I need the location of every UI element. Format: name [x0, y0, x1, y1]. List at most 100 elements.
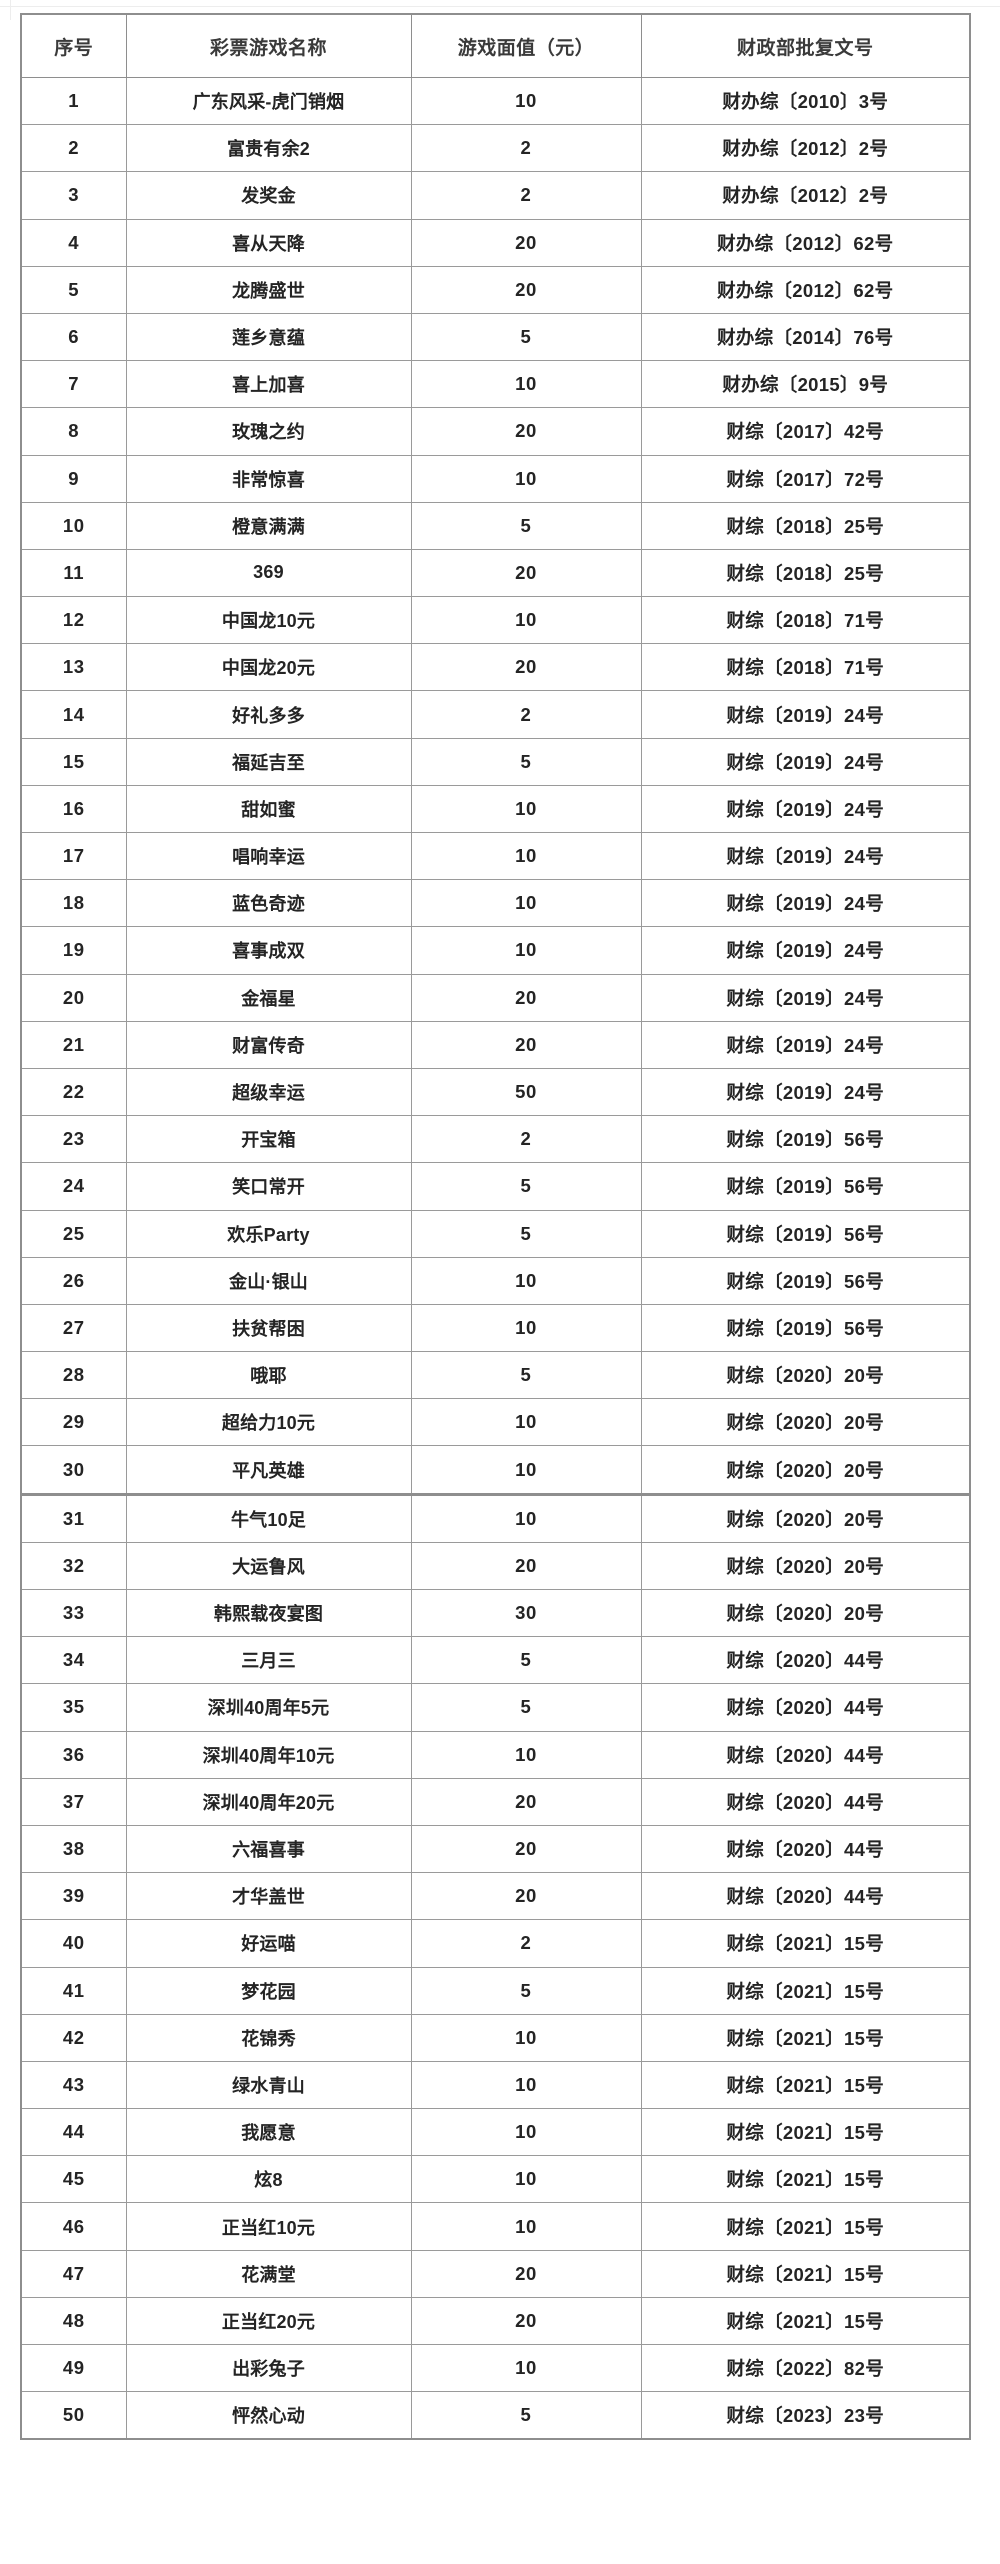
cell-doc-no: 财综〔2020〕44号 — [640, 1730, 971, 1779]
cell-index: 20 — [20, 973, 127, 1022]
cell-game-name: 哦耶 — [125, 1351, 412, 1400]
table-row: 43 绿水青山 10 财综〔2021〕15号 — [20, 2060, 971, 2110]
cell-face-value: 2 — [410, 1115, 642, 1164]
cell-index: 41 — [20, 1966, 127, 2015]
cell-index: 27 — [20, 1303, 127, 1353]
table-row: 49 出彩兔子 10 财综〔2022〕82号 — [20, 2343, 971, 2393]
cell-game-name: 超给力10元 — [125, 1398, 412, 1447]
cell-index: 19 — [20, 926, 127, 975]
cell-face-value: 20 — [410, 1020, 642, 1069]
cell-face-value: 10 — [410, 2155, 642, 2204]
lottery-game-table: 序号 彩票游戏名称 游戏面值（元） 财政部批复文号 1 广东风采-虎门销烟 10 财办… — [20, 13, 971, 2441]
table-row: 19 喜事成双 10 财综〔2019〕24号 — [20, 926, 971, 975]
cell-doc-no: 财综〔2019〕56号 — [640, 1162, 971, 1211]
cell-index: 29 — [20, 1398, 127, 1447]
cell-game-name: 六福喜事 — [125, 1824, 412, 1874]
table-row: 30 平凡英雄 10 财综〔2020〕20号 — [20, 1445, 971, 1495]
column-header-doc-no: 财政部批复文号 — [640, 13, 971, 78]
cell-doc-no: 财综〔2019〕24号 — [640, 1020, 971, 1069]
table-row: 36 深圳40周年10元 10 财综〔2020〕44号 — [20, 1730, 971, 1779]
cell-game-name: 非常惊喜 — [125, 454, 412, 503]
cell-face-value: 10 — [410, 2013, 642, 2062]
cell-face-value: 5 — [410, 1162, 642, 1211]
table-row: 15 福延吉至 5 财综〔2019〕24号 — [20, 737, 971, 786]
table-row: 17 唱响幸运 10 财综〔2019〕24号 — [20, 831, 971, 881]
table-row: 45 炫8 10 财综〔2021〕15号 — [20, 2155, 971, 2204]
cell-index: 48 — [20, 2296, 127, 2346]
table-row: 12 中国龙10元 10 财综〔2018〕71号 — [20, 596, 971, 645]
cell-doc-no: 财综〔2019〕24号 — [640, 690, 971, 739]
cell-face-value: 20 — [410, 1777, 642, 1826]
column-header-index: 序号 — [20, 13, 127, 78]
cell-index: 25 — [20, 1209, 127, 1258]
cell-game-name: 才华盖世 — [125, 1872, 412, 1921]
cell-doc-no: 财综〔2020〕44号 — [640, 1872, 971, 1921]
table-row: 44 我愿意 10 财综〔2021〕15号 — [20, 2108, 971, 2157]
cell-doc-no: 财综〔2019〕24号 — [640, 879, 971, 928]
cell-index: 5 — [20, 265, 127, 314]
cell-doc-no: 财综〔2020〕44号 — [640, 1683, 971, 1732]
cell-game-name: 喜上加喜 — [125, 360, 412, 409]
cell-doc-no: 财综〔2019〕56号 — [640, 1303, 971, 1353]
cell-doc-no: 财综〔2020〕20号 — [640, 1445, 971, 1495]
cell-face-value: 20 — [410, 265, 642, 314]
cell-doc-no: 财综〔2022〕82号 — [640, 2343, 971, 2393]
cell-game-name: 蓝色奇迹 — [125, 879, 412, 928]
cell-game-name: 正当红20元 — [125, 2296, 412, 2346]
cell-index: 6 — [20, 312, 127, 362]
cell-game-name: 龙腾盛世 — [125, 265, 412, 314]
cell-index: 10 — [20, 501, 127, 550]
cell-index: 38 — [20, 1824, 127, 1874]
cell-face-value: 10 — [410, 1303, 642, 1353]
cell-doc-no: 财综〔2021〕15号 — [640, 2202, 971, 2251]
table-row: 33 韩熙载夜宴图 30 财综〔2020〕20号 — [20, 1588, 971, 1638]
cell-doc-no: 财综〔2017〕72号 — [640, 454, 971, 503]
cell-face-value: 10 — [410, 360, 642, 409]
cell-face-value: 10 — [410, 784, 642, 834]
cell-index: 26 — [20, 1256, 127, 1305]
table-row: 20 金福星 20 财综〔2019〕24号 — [20, 973, 971, 1022]
cell-doc-no: 财综〔2019〕24号 — [640, 784, 971, 834]
cell-face-value: 20 — [410, 973, 642, 1022]
cell-doc-no: 财综〔2018〕71号 — [640, 643, 971, 692]
cell-face-value: 10 — [410, 1445, 642, 1495]
cell-game-name: 花满堂 — [125, 2249, 412, 2298]
cell-game-name: 绿水青山 — [125, 2060, 412, 2110]
cell-face-value: 20 — [410, 1824, 642, 1874]
cell-index: 3 — [20, 171, 127, 220]
cell-game-name: 平凡英雄 — [125, 1445, 412, 1495]
cell-doc-no: 财综〔2019〕56号 — [640, 1209, 971, 1258]
cell-doc-no: 财综〔2018〕25号 — [640, 548, 971, 598]
cell-face-value: 10 — [410, 76, 642, 126]
cell-game-name: 玫瑰之约 — [125, 407, 412, 456]
cell-face-value: 10 — [410, 454, 642, 503]
cell-index: 32 — [20, 1541, 127, 1591]
cell-index: 44 — [20, 2108, 127, 2157]
cell-face-value: 10 — [410, 2060, 642, 2110]
cell-game-name: 富贵有余2 — [125, 124, 412, 173]
table-row: 13 中国龙20元 20 财综〔2018〕71号 — [20, 643, 971, 692]
cell-index: 39 — [20, 1872, 127, 1921]
table-row: 28 哦耶 5 财综〔2020〕20号 — [20, 1351, 971, 1400]
cell-index: 4 — [20, 218, 127, 267]
cell-doc-no: 财办综〔2015〕9号 — [640, 360, 971, 409]
cell-game-name: 三月三 — [125, 1636, 412, 1685]
cell-game-name: 花锦秀 — [125, 2013, 412, 2062]
cell-doc-no: 财综〔2020〕44号 — [640, 1777, 971, 1826]
cell-game-name: 深圳40周年5元 — [125, 1683, 412, 1732]
cell-game-name: 大运鲁风 — [125, 1541, 412, 1591]
table-row: 21 财富传奇 20 财综〔2019〕24号 — [20, 1020, 971, 1069]
cell-doc-no: 财综〔2021〕15号 — [640, 2060, 971, 2110]
cell-doc-no: 财综〔2020〕44号 — [640, 1636, 971, 1685]
cell-doc-no: 财综〔2017〕42号 — [640, 407, 971, 456]
cell-game-name: 发奖金 — [125, 171, 412, 220]
cell-doc-no: 财综〔2019〕24号 — [640, 831, 971, 881]
table-row: 35 深圳40周年5元 5 财综〔2020〕44号 — [20, 1683, 971, 1732]
cell-index: 24 — [20, 1162, 127, 1211]
cell-index: 1 — [20, 76, 127, 126]
table-row: 46 正当红10元 10 财综〔2021〕15号 — [20, 2202, 971, 2251]
cell-face-value: 5 — [410, 501, 642, 550]
cell-face-value: 10 — [410, 926, 642, 975]
cell-game-name: 我愿意 — [125, 2108, 412, 2157]
